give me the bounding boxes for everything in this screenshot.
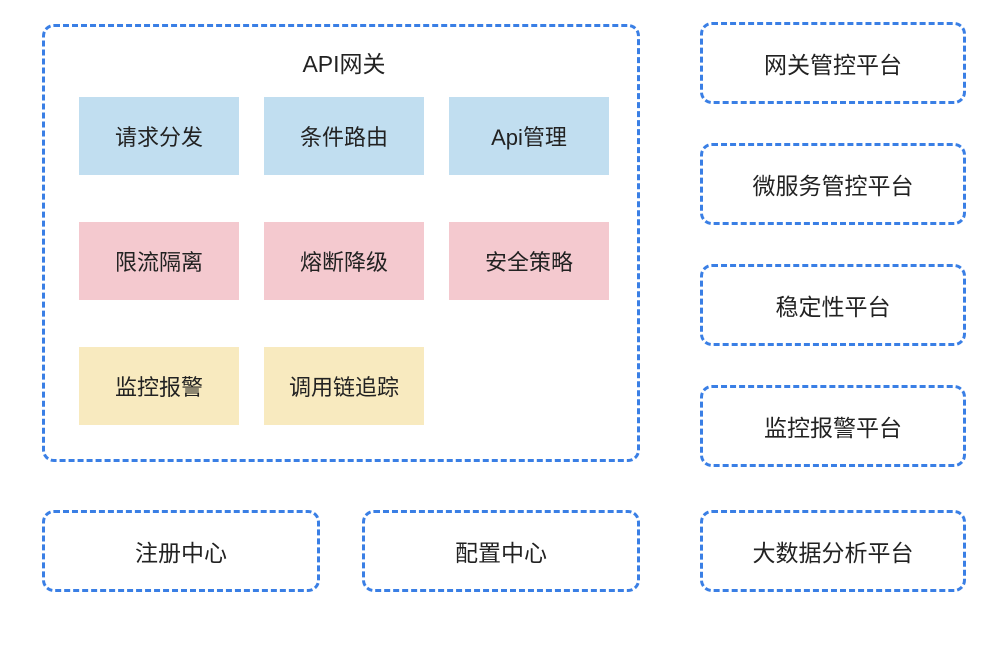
feature-label: 熔断降级 [300,245,388,277]
feature-label: 监控报警 [115,370,203,402]
api-gateway-title: API网关 [45,45,643,79]
bottom-box-registry: 注册中心 [42,510,320,592]
box-label: 配置中心 [455,534,547,568]
bottom-box-config: 配置中心 [362,510,640,592]
box-label: 大数据分析平台 [753,534,914,568]
right-box-gateway-admin: 网关管控平台 [700,22,966,104]
feature-box-security-policy: 安全策略 [449,222,609,300]
feature-label: 限流隔离 [115,245,203,277]
box-label: 微服务管控平台 [753,167,914,201]
feature-label: 请求分发 [115,120,203,152]
feature-label: 条件路由 [300,120,388,152]
feature-label: 安全策略 [485,245,573,277]
diagram-canvas: API网关 请求分发 条件路由 Api管理 限流隔离 熔断降级 安全策略 监控报… [0,0,1008,650]
feature-box-circuit-break: 熔断降级 [264,222,424,300]
feature-label: Api管理 [491,120,567,152]
feature-box-rate-limit: 限流隔离 [79,222,239,300]
feature-box-monitoring-alert: 监控报警 [79,347,239,425]
box-label: 稳定性平台 [776,288,891,322]
right-box-bigdata: 大数据分析平台 [700,510,966,592]
box-label: 网关管控平台 [764,46,902,80]
feature-box-api-management: Api管理 [449,97,609,175]
box-label: 注册中心 [135,534,227,568]
right-box-microservice-admin: 微服务管控平台 [700,143,966,225]
right-box-monitoring: 监控报警平台 [700,385,966,467]
feature-box-request-dispatch: 请求分发 [79,97,239,175]
right-box-stability: 稳定性平台 [700,264,966,346]
feature-label: 调用链追踪 [289,370,399,402]
api-gateway-container: API网关 请求分发 条件路由 Api管理 限流隔离 熔断降级 安全策略 监控报… [42,24,640,462]
feature-box-conditional-routing: 条件路由 [264,97,424,175]
box-label: 监控报警平台 [764,409,902,443]
feature-box-trace: 调用链追踪 [264,347,424,425]
